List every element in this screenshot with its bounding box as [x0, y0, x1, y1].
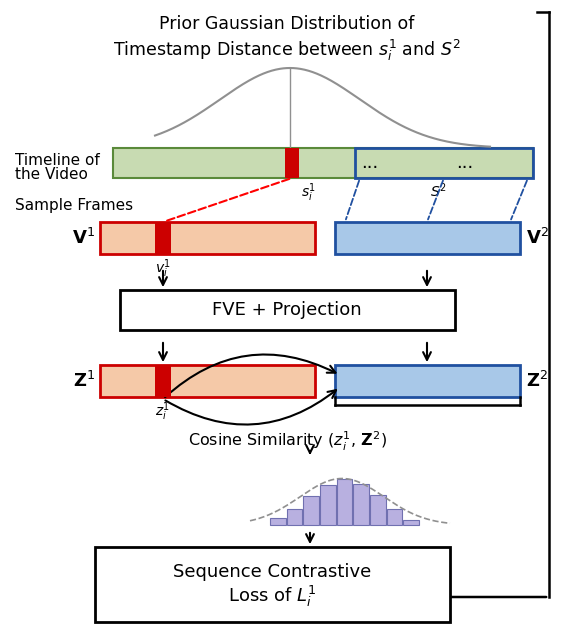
Bar [355, 148, 533, 178]
Text: $\mathbf{V}^1$: $\mathbf{V}^1$ [72, 228, 95, 248]
Bar [335, 365, 520, 397]
Bar [95, 547, 450, 622]
Text: ...: ... [361, 154, 378, 172]
Text: $v_i^1$: $v_i^1$ [155, 257, 171, 279]
Text: FVE + Projection: FVE + Projection [212, 301, 362, 319]
Text: $\mathbf{Z}^1$: $\mathbf{Z}^1$ [73, 371, 95, 391]
Bar [100, 365, 315, 397]
Text: $s_i^1$: $s_i^1$ [301, 181, 316, 204]
Bar [155, 365, 171, 397]
Bar [386, 509, 402, 525]
Bar [100, 222, 315, 254]
Bar [403, 520, 419, 525]
Bar [304, 496, 319, 525]
Text: ...: ... [457, 154, 474, 172]
Text: $S^2$: $S^2$ [430, 181, 447, 199]
Text: $\mathbf{V}^2$: $\mathbf{V}^2$ [526, 228, 549, 248]
Bar [320, 486, 336, 525]
Text: $\mathbf{Z}^2$: $\mathbf{Z}^2$ [526, 371, 548, 391]
Text: Timeline of: Timeline of [15, 153, 99, 168]
Text: Timestamp Distance between $s_i^1$ and $S^2$: Timestamp Distance between $s_i^1$ and $… [113, 38, 461, 63]
Text: the Video: the Video [15, 167, 88, 182]
Text: $z_i^1$: $z_i^1$ [155, 400, 171, 423]
Bar [113, 148, 533, 178]
Bar [270, 518, 286, 525]
Bar [155, 222, 171, 254]
Bar [335, 222, 520, 254]
Bar [353, 484, 369, 525]
Bar [370, 495, 386, 525]
Text: Cosine Similarity ($z_i^1$, $\mathbf{Z}^2$): Cosine Similarity ($z_i^1$, $\mathbf{Z}^… [187, 430, 386, 453]
Bar [287, 509, 302, 525]
Bar [285, 148, 299, 178]
Text: Loss of $L_i^1$: Loss of $L_i^1$ [228, 584, 316, 608]
Text: Sequence Contrastive: Sequence Contrastive [173, 563, 371, 581]
Text: Sample Frames: Sample Frames [15, 198, 133, 213]
Text: Prior Gaussian Distribution of: Prior Gaussian Distribution of [159, 15, 415, 33]
Bar [337, 479, 352, 525]
Bar [120, 290, 455, 330]
